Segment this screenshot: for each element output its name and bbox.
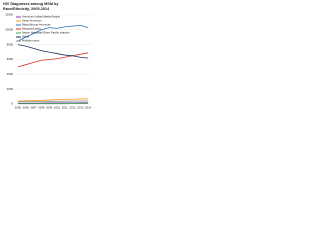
- x-tick-label: 2014: [85, 106, 92, 110]
- y-tick-label: 8000: [7, 42, 14, 46]
- series-line: [17, 44, 89, 59]
- x-tick-label: 2012: [69, 106, 76, 110]
- page: {"chart_data":{"type":"line", "title":"H…: [0, 0, 95, 114]
- y-tick-label: 10000: [5, 28, 13, 32]
- y-tick-label: 2000: [7, 87, 14, 91]
- chart: HIV Diagnoses among MSM by Race/Ethnicit…: [3, 2, 92, 110]
- y-tick-label: 12000: [5, 13, 13, 17]
- series-line: [17, 24, 89, 42]
- legend-label: Asian American: [22, 19, 42, 23]
- x-tick-label: 2013: [77, 106, 84, 110]
- y-tick-label: 6000: [7, 57, 14, 61]
- chart-subtitle: Race/Ethnicity, 2005-2014: [3, 7, 50, 11]
- x-tick-label: 2007: [30, 106, 37, 110]
- x-tick-label: 2006: [23, 106, 30, 110]
- series-line: [17, 100, 89, 103]
- legend-label: American Indian/Alaska Native: [22, 15, 61, 19]
- y-tick-label: 4000: [7, 72, 14, 76]
- legend-label: Black/African American: [22, 23, 51, 27]
- x-tick-label: 2005: [15, 106, 22, 110]
- legend-label: White: [22, 35, 30, 39]
- series-line: [17, 98, 89, 102]
- chart-title: HIV Diagnoses among MSM by: [3, 2, 59, 6]
- legend-label: Native Hawaiian/Other Pacific Islander: [22, 31, 70, 35]
- legend-label: Hispanic/Latino: [22, 27, 42, 31]
- x-tick-label: 2009: [46, 106, 53, 110]
- x-tick-label: 2008: [38, 106, 45, 110]
- legend-label: Multiple races: [22, 39, 40, 43]
- x-tick-label: 2010: [54, 106, 61, 110]
- x-tick-label: 2011: [62, 106, 68, 110]
- y-tick-label: 0: [11, 102, 13, 106]
- series-line: [17, 52, 89, 68]
